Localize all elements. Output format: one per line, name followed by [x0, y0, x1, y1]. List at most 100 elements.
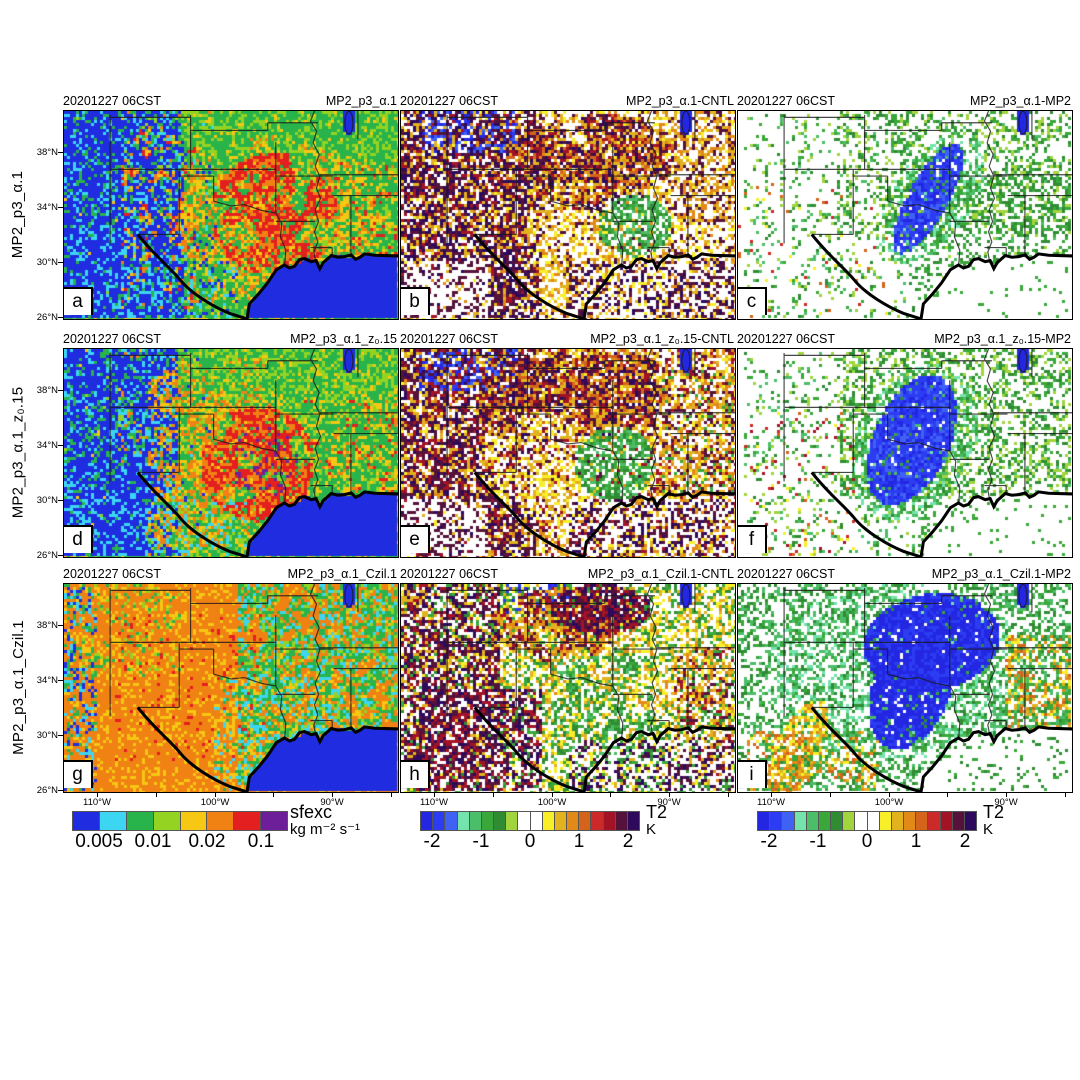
- colorbar-segment: [916, 812, 929, 830]
- state-borders-overlay: [108, 349, 398, 557]
- lon-tick: [889, 792, 890, 797]
- colorbar-segment: [843, 812, 856, 830]
- panel-title-e: 20201227 06CST MP2_p3_α.1_z₀.15-CNTL: [400, 332, 734, 346]
- colorbar-tick: 2: [959, 831, 971, 852]
- colorbar-segment: [770, 812, 783, 830]
- colorbar-sfexc: [72, 811, 288, 831]
- colorbar-segment: [518, 812, 531, 830]
- lat-tick: [58, 317, 63, 318]
- colorbar-segment: [879, 812, 892, 830]
- map-panel-d: d: [63, 348, 399, 558]
- colorbar-segment: [831, 812, 844, 830]
- colorbar-segment: [782, 812, 795, 830]
- lon-tick: [273, 792, 274, 797]
- colorbar-segment: [904, 812, 917, 830]
- colorbar-segment: [469, 812, 482, 830]
- colorbar-segment: [818, 812, 832, 830]
- colorbar-segment: [794, 812, 807, 830]
- lat-tick-label: 26°N: [36, 785, 58, 796]
- panel-title-a: 20201227 06CST MP2_p3_α.1: [63, 94, 397, 108]
- lon-tick: [1006, 792, 1007, 797]
- colorbar-segment: [494, 812, 507, 830]
- colorbar-segment: [567, 812, 580, 830]
- lon-tick: [332, 792, 333, 797]
- panel-letter-box: g: [64, 760, 93, 788]
- panel-letter-box: d: [64, 525, 93, 553]
- colorbar-tick: 0: [524, 831, 536, 852]
- colorbar-segment: [457, 812, 470, 830]
- colorbar-tick: 2: [622, 831, 634, 852]
- colorbar-segment: [73, 812, 100, 830]
- colorbar-segment: [153, 812, 181, 830]
- colorbar-segment: [603, 812, 616, 830]
- colorbar-t2-mp2: [757, 811, 977, 831]
- map-canvas-h: [401, 584, 735, 792]
- state-borders-overlay: [782, 111, 1072, 319]
- colorbar-segment: [126, 812, 154, 830]
- lat-tick-label: 34°N: [36, 675, 58, 686]
- map-panel-i: i: [737, 583, 1073, 793]
- lon-tick: [771, 792, 772, 797]
- lat-tick-label: 30°N: [36, 257, 58, 268]
- lon-tick-label: 100°W: [537, 797, 567, 808]
- colorbar-segment: [867, 812, 880, 830]
- map-panel-b: b: [400, 110, 736, 320]
- lon-tick: [669, 792, 670, 797]
- lat-tick-label: 30°N: [36, 730, 58, 741]
- colorbar-variable-label: sfexc: [290, 802, 333, 822]
- lon-tick-label: 90°W: [657, 797, 681, 808]
- map-panel-g: g: [63, 583, 399, 793]
- colorbar-segment: [964, 812, 977, 830]
- colorbar-segment: [591, 812, 604, 830]
- lat-tick: [58, 262, 63, 263]
- panel-title-g: 20201227 06CST MP2_p3_α.1_Czil.1: [63, 567, 397, 581]
- colorbar-variable-label: T2: [983, 802, 1005, 822]
- lat-tick-label: 38°N: [36, 385, 58, 396]
- colorbar-segment: [928, 812, 941, 830]
- state-borders-overlay: [445, 111, 735, 319]
- panel-title-f: 20201227 06CST MP2_p3_α.1_z₀.15-MP2: [737, 332, 1071, 346]
- colorbar-segment: [940, 812, 953, 830]
- colorbar-tick: -1: [809, 831, 827, 852]
- lon-tick: [1065, 792, 1066, 797]
- panel-title-h: 20201227 06CST MP2_p3_α.1_Czil.1-CNTL: [400, 567, 734, 581]
- colorbar-tick: 1: [910, 831, 922, 852]
- lat-tick: [58, 555, 63, 556]
- colorbar-segment: [234, 812, 262, 830]
- row-label-2: MP2_p3_α.1_z₀.15: [9, 386, 27, 518]
- panel-title-i: 20201227 06CST MP2_p3_α.1_Czil.1-MP2: [737, 567, 1071, 581]
- lat-tick-label: 26°N: [36, 550, 58, 561]
- lat-tick: [58, 625, 63, 626]
- state-borders-overlay: [108, 111, 398, 319]
- panel-title-c: 20201227 06CST MP2_p3_α.1-MP2: [737, 94, 1071, 108]
- lon-tick: [391, 792, 392, 797]
- colorbar-units-label: K: [983, 821, 994, 838]
- colorbar-tick: 0.01: [134, 831, 172, 852]
- colorbar-segment: [615, 812, 628, 830]
- panel-letter-box: i: [738, 760, 767, 788]
- colorbar-tick: 0.005: [75, 831, 123, 852]
- colorbar-tick: 0.02: [188, 831, 226, 852]
- lat-tick-label: 38°N: [36, 620, 58, 631]
- map-canvas-f: [738, 349, 1072, 557]
- colorbar-segment: [554, 812, 568, 830]
- map-canvas-c: [738, 111, 1072, 319]
- map-canvas-i: [738, 584, 1072, 792]
- lat-tick: [58, 500, 63, 501]
- colorbar-segment: [207, 812, 235, 830]
- lat-tick-label: 38°N: [36, 147, 58, 158]
- colorbar-segment: [530, 812, 543, 830]
- colorbar-segment: [481, 812, 495, 830]
- panel-letter-box: e: [401, 525, 430, 553]
- lon-tick: [728, 792, 729, 797]
- lon-tick: [830, 792, 831, 797]
- lon-tick: [610, 792, 611, 797]
- lon-tick-label: 90°W: [994, 797, 1018, 808]
- row-label-3: MP2_p3_α.1_Czil.1: [9, 619, 27, 755]
- colorbar-tick: -2: [423, 831, 441, 852]
- colorbar-variable-label: T2: [646, 802, 668, 822]
- lat-tick: [58, 680, 63, 681]
- lon-tick-label: 110°W: [757, 797, 785, 808]
- lat-tick-label: 26°N: [36, 312, 58, 323]
